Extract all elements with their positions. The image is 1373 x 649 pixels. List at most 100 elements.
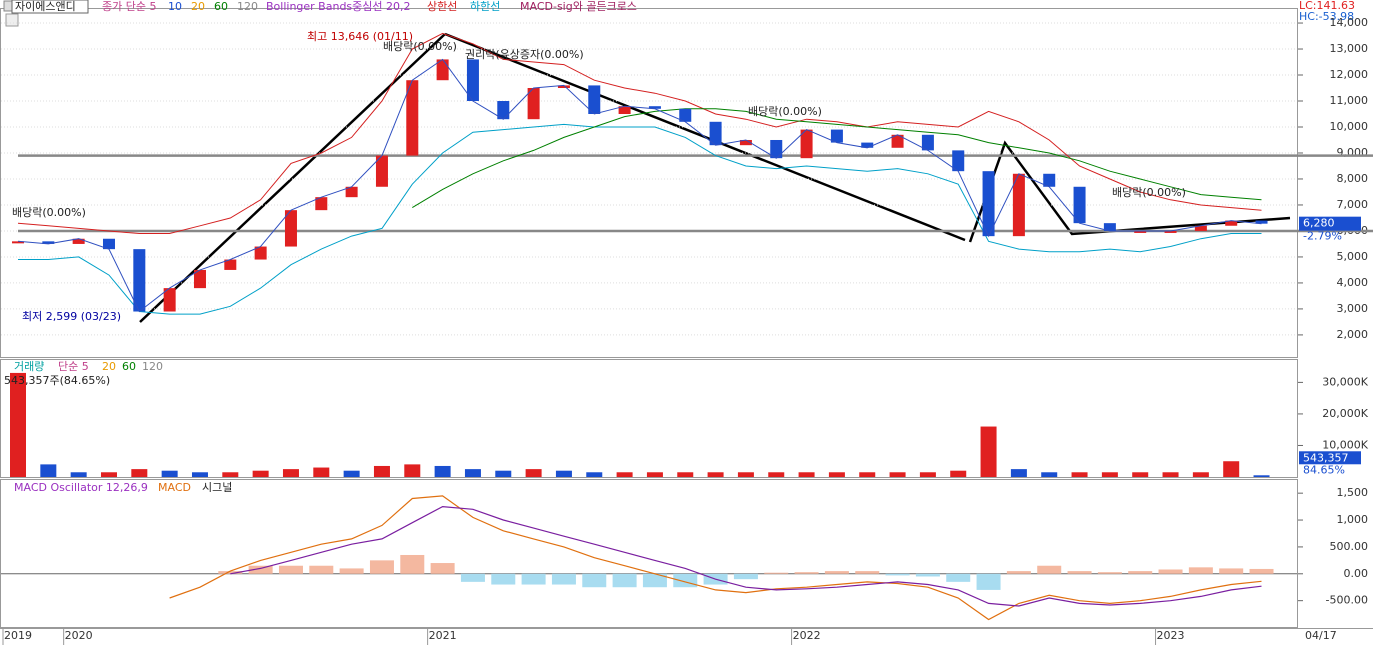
- x-tick-label: 2022: [793, 629, 821, 642]
- volume-bar: [707, 472, 724, 477]
- volume-bar: [161, 470, 178, 477]
- oscillator-bar: [885, 573, 910, 576]
- volume-bar: [1253, 475, 1270, 477]
- y-tick-label: 0.00: [1344, 567, 1369, 580]
- y-tick-label: 5,000: [1337, 250, 1369, 263]
- oscillator-bar: [1037, 565, 1062, 574]
- volume-bar: [131, 469, 148, 477]
- annotation: 권리락(유상증자(0.00%): [465, 48, 584, 61]
- volume-bar: [100, 472, 117, 477]
- volume-bar: [10, 372, 26, 477]
- oscillator-bar: [855, 571, 880, 574]
- oscillator-bar: [1097, 572, 1122, 574]
- change-label: -2.79%: [1303, 230, 1342, 243]
- y-tick-label: 3,000: [1337, 302, 1369, 315]
- oscillator-bar: [976, 573, 1001, 590]
- y-tick-label: 20,000K: [1322, 407, 1368, 420]
- annotation: 배당락(0.00%): [383, 40, 457, 53]
- y-tick-label: 7,000: [1337, 198, 1369, 211]
- legend-prefix: 종가 단순 5: [102, 0, 156, 13]
- header: 자이에스앤디 종가 단순 5 Bollinger Bands중심선 20,2 M…: [11, 0, 1355, 23]
- legend-item: 120: [237, 0, 258, 13]
- volume-bar: [737, 472, 754, 477]
- volume-bar: [40, 464, 57, 477]
- volume-bar: [1192, 472, 1209, 477]
- volume-panel: [0, 359, 1298, 478]
- volume-bar: [222, 472, 239, 477]
- y-tick-label: 1,000: [1337, 513, 1369, 526]
- volume-bar: [434, 465, 451, 477]
- candle: [921, 134, 934, 151]
- volume-bar: [555, 470, 572, 477]
- oscillator-bar: [339, 568, 364, 574]
- oscillator-bar: [673, 573, 698, 588]
- oscillator-bar: [915, 573, 940, 577]
- volume-bar: [1101, 472, 1118, 477]
- oscillator-bar: [1188, 567, 1213, 574]
- candle: [1134, 230, 1147, 233]
- candle: [891, 134, 904, 148]
- y-tick-label: 9,000: [1337, 146, 1369, 159]
- oscillator-bar: [278, 565, 303, 574]
- y-tick-label: 14,000: [1330, 16, 1369, 29]
- candle: [1225, 220, 1238, 226]
- oscillator-bar: [582, 573, 607, 588]
- candle: [42, 241, 55, 244]
- candle: [588, 85, 601, 114]
- volume-bar: [1041, 472, 1058, 477]
- oscillator-bar: [309, 565, 334, 574]
- volume-bar: [1132, 472, 1149, 477]
- volume-bar: [859, 472, 876, 477]
- x-tick-label: 2021: [429, 629, 457, 642]
- candle: [466, 59, 479, 102]
- candle: [982, 171, 995, 237]
- candle: [406, 80, 419, 156]
- price-panel: [0, 8, 1298, 358]
- y-tick-label: 13,000: [1330, 42, 1369, 55]
- candle: [315, 197, 328, 211]
- oscillator-bar: [551, 573, 576, 585]
- trend-line: [139, 33, 446, 323]
- oscillator-bar: [733, 573, 758, 580]
- band-line: [412, 108, 1262, 209]
- last-price: 6,280: [1303, 217, 1335, 230]
- oscillator-bar: [430, 563, 455, 574]
- macd-line: [230, 505, 1262, 607]
- stock-box[interactable]: [11, 0, 89, 14]
- cross-label: MACD-sig와 골든크로스: [520, 0, 637, 13]
- bb-label: Bollinger Bands중심선 20,2: [266, 0, 411, 13]
- candle: [709, 121, 722, 146]
- panel-button[interactable]: [5, 13, 19, 27]
- candle: [800, 129, 813, 159]
- y-tick-label: 30,000K: [1322, 375, 1368, 388]
- legend-item: 10: [168, 0, 182, 13]
- candle: [770, 139, 783, 159]
- candle: [163, 288, 176, 312]
- panel-title: 거래량: [14, 360, 44, 373]
- candle: [1194, 225, 1207, 231]
- volume-bar: [343, 470, 360, 477]
- legend-item: MACD: [158, 481, 191, 494]
- hc-label: HC:-53.98: [1299, 10, 1354, 23]
- annotation: 최저 2,599 (03/23): [22, 310, 121, 323]
- candle: [1164, 230, 1177, 233]
- volume-bar: [616, 472, 633, 477]
- x-tick-label: 2020: [65, 629, 93, 642]
- candle: [952, 150, 965, 172]
- legend-item: 20: [191, 0, 205, 13]
- candle: [284, 210, 297, 247]
- volume-bar: [1223, 461, 1240, 477]
- candle: [861, 142, 874, 148]
- volume-bar: [373, 465, 390, 477]
- legend-item: 시그널: [202, 481, 232, 494]
- y-tick-label: 2,000: [1337, 328, 1369, 341]
- candle: [557, 85, 570, 89]
- candle: [1073, 186, 1086, 224]
- oscillator-bar: [218, 571, 243, 574]
- oscillator-bar: [369, 560, 394, 574]
- candle: [739, 139, 752, 146]
- macd-panel: [0, 479, 1298, 628]
- oscillator-bar: [764, 572, 789, 574]
- volume-bar: [1162, 472, 1179, 477]
